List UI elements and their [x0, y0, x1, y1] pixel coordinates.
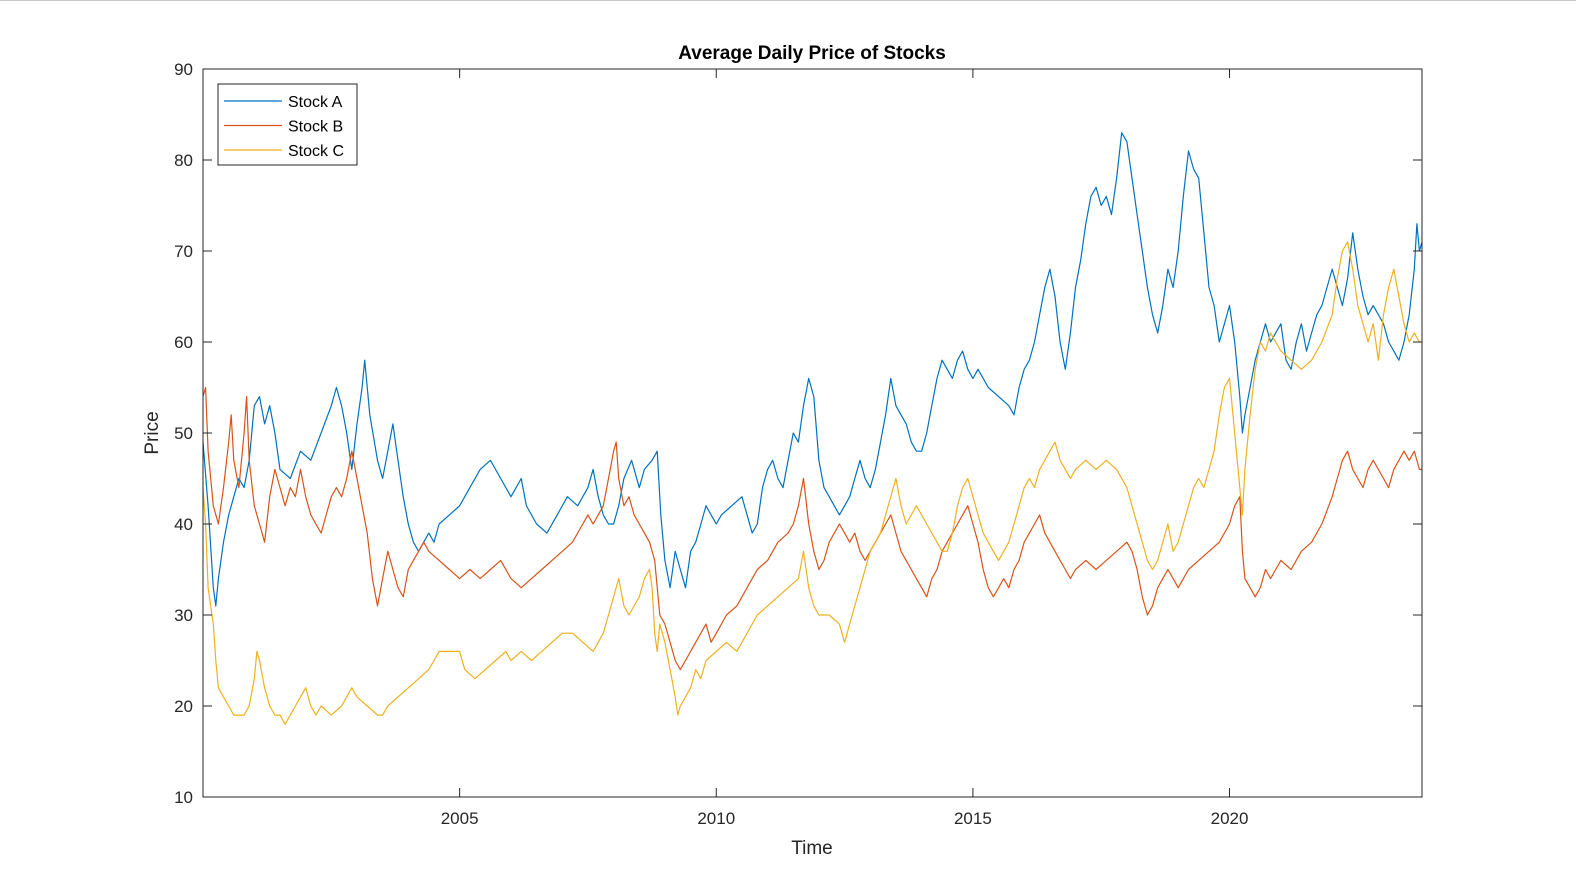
legend-label-1: Stock A — [288, 94, 343, 111]
legend-label-3: Stock C — [288, 143, 344, 160]
legend-box — [217, 83, 358, 166]
y-tick-label: 10 — [174, 788, 193, 807]
y-tick-label: 80 — [174, 151, 193, 170]
ticks-layer: 10 20 30 40 50 60 70 80 90 2005 2010 2015 2020 — [174, 60, 1422, 828]
y-tick-label: 20 — [174, 697, 193, 716]
chart-title: Average Daily Price of Stocks — [678, 43, 946, 64]
x-tick-label: 2020 — [1211, 809, 1249, 828]
top-border-line — [0, 0, 1576, 1]
x-axis-label: Time — [791, 838, 833, 859]
series-layer — [202, 132, 1423, 725]
series-line-3 — [202, 241, 1422, 725]
x-tick-label: 2015 — [954, 809, 992, 828]
y-tick-label: 30 — [174, 606, 193, 625]
y-tick-label: 70 — [174, 242, 193, 261]
legend-label-2: Stock B — [288, 119, 343, 136]
y-tick-label: 40 — [174, 515, 193, 534]
legend: Stock A Stock B Stock C — [217, 83, 358, 166]
series-line-1 — [202, 132, 1423, 607]
y-tick-label: 50 — [174, 424, 193, 443]
x-tick-label: 2010 — [697, 809, 735, 828]
plot-area — [203, 69, 1422, 797]
x-tick-label: 2005 — [441, 809, 479, 828]
y-tick-label: 90 — [174, 60, 193, 79]
series-line-2 — [202, 386, 1422, 671]
y-tick-label: 60 — [174, 333, 193, 352]
y-axis-label: Price — [142, 411, 163, 454]
